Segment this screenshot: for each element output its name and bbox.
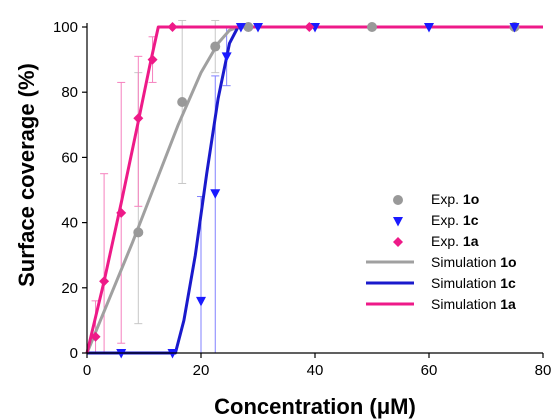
y-axis-title: Surface coverage (%) [14, 63, 39, 287]
point-exp-1a [116, 207, 127, 218]
point-exp-1o [210, 41, 221, 52]
point-exp-1c [196, 296, 206, 307]
legend-label-simulation-1o: Simulation 1o [431, 254, 517, 270]
legend-label-exp-1o: Exp. 1o [431, 191, 479, 207]
point-exp-1c [424, 23, 434, 33]
x-tick-label: 40 [307, 362, 324, 379]
legend-marker-exp-1o [393, 195, 403, 205]
error-bars [91, 19, 231, 354]
x-tick-label: 20 [193, 362, 210, 379]
point-exp-1o [133, 227, 144, 238]
point-exp-1o [177, 96, 188, 107]
point-exp-1c [221, 52, 232, 62]
point-exp-1c [167, 349, 178, 359]
legend-label-simulation-1c: Simulation 1c [431, 275, 516, 291]
point-exp-1a [147, 54, 158, 65]
line-simulation-1c [87, 25, 543, 355]
legend-label-exp-1c: Exp. 1c [431, 212, 479, 228]
x-tick-label: 0 [83, 362, 91, 379]
point-exp-1a [99, 276, 110, 287]
y-tick-label: 0 [70, 345, 78, 362]
legend-label-simulation-1a: Simulation 1a [431, 296, 516, 312]
point-exp-1c [253, 23, 263, 33]
legend: Exp. 1o Exp. 1c Exp. 1a Simulation 1o Simula… [366, 191, 517, 312]
point-exp-1c [210, 189, 221, 199]
point-exp-1a [167, 22, 178, 32]
point-exp-1c [235, 23, 246, 33]
point-exp-1o [243, 22, 254, 32]
legend-marker-exp-1a [393, 237, 403, 247]
y-tick-label: 20 [61, 280, 78, 297]
legend-label-exp-1a: Exp. 1a [431, 233, 479, 249]
x-tick-label: 60 [421, 362, 438, 379]
axes: 0 20 40 60 80 0 20 40 60 80 100 [53, 19, 551, 379]
point-exp-1c [509, 23, 520, 33]
x-axis-title: Concentration (μM) [214, 394, 416, 419]
point-exp-1o [367, 22, 377, 32]
point-exp-1a [133, 113, 144, 124]
legend-marker-exp-1c [393, 217, 403, 227]
point-exp-1c [116, 349, 127, 359]
y-tick-label: 40 [61, 215, 78, 232]
point-exp-1a [90, 331, 101, 342]
y-tick-label: 100 [53, 19, 78, 36]
data-points [90, 22, 520, 359]
x-tick-label: 80 [535, 362, 552, 379]
y-tick-label: 80 [61, 84, 78, 101]
y-tick-label: 60 [61, 149, 78, 166]
point-exp-1a [304, 22, 315, 32]
